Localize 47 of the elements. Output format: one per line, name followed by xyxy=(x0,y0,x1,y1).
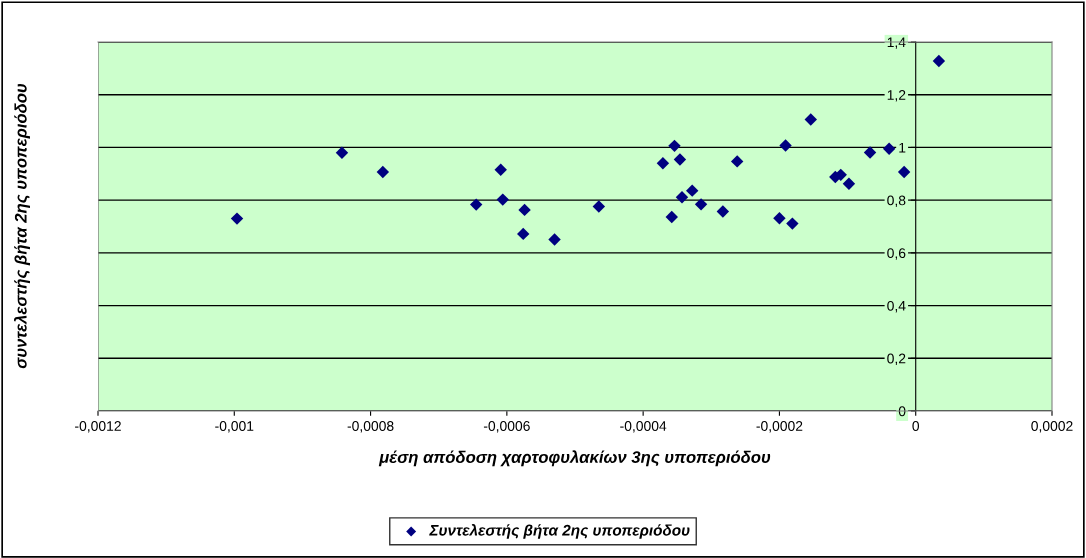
x-tick-label: -0,001 xyxy=(215,421,254,433)
point xyxy=(779,139,792,152)
point xyxy=(897,165,911,179)
point xyxy=(592,200,606,213)
y-axis-title: συντελεστής βήτα 2ης υποπεριόδου xyxy=(14,83,30,369)
x-tick-label: -0,0012 xyxy=(75,421,121,433)
point xyxy=(668,139,681,153)
point xyxy=(673,153,687,166)
point xyxy=(469,198,483,211)
point xyxy=(230,212,244,225)
point xyxy=(675,191,689,204)
point xyxy=(882,142,896,155)
point xyxy=(496,193,509,206)
point xyxy=(517,227,530,241)
y-tick-label: 1,2 xyxy=(887,90,906,102)
point xyxy=(694,198,708,211)
point xyxy=(518,203,531,217)
x-tick-label: 0 xyxy=(912,421,920,431)
y-tick-label: 0,2 xyxy=(887,353,906,366)
x-tick-label: -0,0006 xyxy=(483,421,530,433)
point xyxy=(804,113,817,126)
x-axis-title: μέση απόδοση χαρτοφυλακίων 3ης υποπεριόδου xyxy=(378,450,771,467)
point xyxy=(773,212,786,225)
point xyxy=(716,205,730,218)
y-tick-label: 0,6 xyxy=(887,248,906,260)
x-tick-label: -0,0002 xyxy=(756,421,803,433)
legend-label: Συντελεστής βήτα 2ης υποπεριόδου xyxy=(429,524,690,539)
point xyxy=(932,54,946,68)
point xyxy=(494,163,507,177)
point xyxy=(685,184,699,197)
y-tick-label: 0,4 xyxy=(887,300,906,313)
y-tick-label: 0 xyxy=(898,406,906,417)
y-tick-label: 1,4 xyxy=(887,37,906,49)
y-tick-label: 0,8 xyxy=(887,195,906,207)
x-tick-label: -0,0004 xyxy=(620,421,667,433)
point xyxy=(665,210,678,224)
x-tick-label: -0,0008 xyxy=(347,421,394,433)
point xyxy=(548,233,561,246)
point xyxy=(730,155,744,168)
x-tick-label: 0,0002 xyxy=(1031,421,1073,433)
point xyxy=(863,146,877,159)
y-tick-label: 1 xyxy=(899,142,906,153)
point xyxy=(786,217,799,230)
point xyxy=(376,165,390,179)
point xyxy=(656,157,670,170)
point xyxy=(335,146,349,159)
point xyxy=(842,177,856,191)
